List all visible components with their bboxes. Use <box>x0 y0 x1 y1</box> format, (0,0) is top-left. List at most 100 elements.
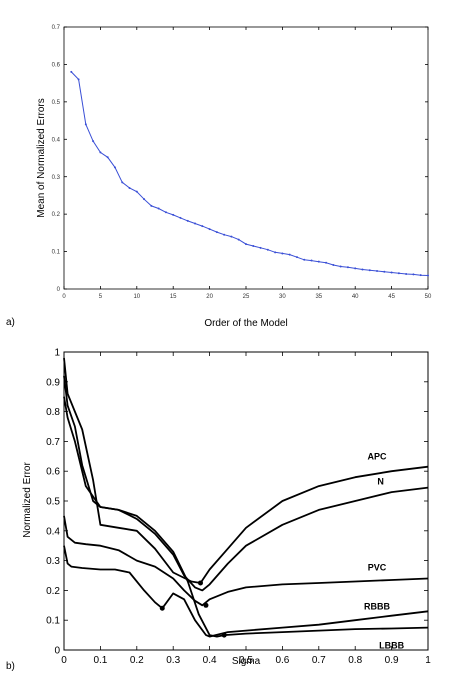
data-point <box>368 269 371 272</box>
chart-b: 0 0.1 0.2 0.3 0.4 0.5 0.6 0.7 0.8 0.9 1 0 0.1 0.2 0.3 0… <box>6 348 431 673</box>
chart-a-series <box>70 70 429 277</box>
data-point <box>427 274 429 277</box>
chart-b-panel-label: b) <box>6 661 15 672</box>
data-point <box>310 259 313 262</box>
x-tick-label: 0.5 <box>239 655 253 666</box>
chart-b-xlabel: Sigma <box>232 656 261 667</box>
x-tick-label: 45 <box>388 294 395 300</box>
y-tick-label: 0.3 <box>52 175 61 181</box>
y-tick-label: 0.7 <box>46 437 60 448</box>
x-tick-label: 0.3 <box>166 655 180 666</box>
data-point <box>295 256 298 259</box>
data-point <box>179 216 182 219</box>
min-marker-rbbb <box>159 605 165 611</box>
min-marker-apc <box>198 580 203 586</box>
data-point <box>172 213 175 216</box>
series-label-lbbb: LBBB <box>379 641 404 651</box>
y-tick-label: 0.2 <box>46 586 60 597</box>
data-point <box>150 204 153 207</box>
chart-a-panel-label: a) <box>6 317 15 328</box>
data-point <box>194 222 197 225</box>
data-point <box>223 233 226 236</box>
x-tick-label: 15 <box>170 294 177 300</box>
x-tick-label: 0 <box>61 655 67 666</box>
data-point <box>325 261 328 264</box>
data-point <box>106 156 109 159</box>
y-tick-label: 0.2 <box>52 212 61 218</box>
chart-a-ylabel: Mean of Normalized Errors <box>36 98 47 217</box>
min-marker-lbbb <box>221 632 227 638</box>
data-point <box>259 246 262 249</box>
y-tick-label: 0 <box>54 646 60 657</box>
data-point <box>121 181 124 184</box>
y-tick-label: 0.1 <box>52 250 61 256</box>
x-tick-label: 0.4 <box>203 655 217 666</box>
x-tick-label: 0.8 <box>348 655 362 666</box>
y-tick-label: 0.3 <box>46 556 60 567</box>
min-marker-pvc <box>203 602 209 608</box>
data-point <box>390 271 393 274</box>
data-point <box>230 235 233 238</box>
data-point <box>143 198 146 201</box>
data-point <box>99 151 102 154</box>
data-point <box>412 273 415 276</box>
data-point <box>113 166 116 169</box>
data-point <box>70 70 73 73</box>
y-tick-label: 0.5 <box>52 100 61 106</box>
x-tick-label: 0.7 <box>312 655 326 666</box>
y-tick-label: 0 <box>57 287 61 293</box>
data-point <box>274 251 277 254</box>
x-tick-label: 5 <box>99 294 103 300</box>
y-tick-label: 0.4 <box>46 526 60 537</box>
y-tick-label: 0.1 <box>46 616 60 627</box>
x-tick-label: 0 <box>62 294 66 300</box>
data-point <box>317 260 320 263</box>
x-tick-label: 25 <box>243 294 250 300</box>
series-label-n: N <box>377 477 384 487</box>
data-point <box>164 211 167 214</box>
data-point <box>339 265 342 268</box>
y-tick-label: 0.5 <box>46 497 60 508</box>
data-point <box>405 273 408 276</box>
data-point <box>201 225 204 228</box>
y-tick-label: 0.7 <box>52 25 61 31</box>
chart-b-plot-area <box>63 351 429 651</box>
data-point <box>237 238 240 241</box>
data-point <box>92 140 95 143</box>
data-point <box>281 252 284 255</box>
data-point <box>186 219 189 222</box>
series-label-apc: APC <box>368 452 388 462</box>
y-tick-label: 0.8 <box>46 407 60 418</box>
data-point <box>376 270 379 273</box>
data-point <box>77 78 80 81</box>
y-tick-label: 1 <box>54 348 60 359</box>
data-point <box>288 253 291 256</box>
data-point <box>332 264 335 267</box>
data-point <box>346 266 349 269</box>
chart-b-series <box>63 357 429 638</box>
x-tick-label: 35 <box>315 294 322 300</box>
series-label-rbbb: RBBB <box>364 602 390 612</box>
data-point <box>157 207 160 210</box>
y-tick-label: 0.9 <box>46 377 60 388</box>
x-tick-label: 1 <box>425 655 431 666</box>
data-point <box>252 244 255 247</box>
data-point <box>397 272 400 275</box>
data-point <box>128 186 131 189</box>
x-tick-label: 0.6 <box>275 655 289 666</box>
series-line <box>70 71 429 276</box>
x-tick-label: 30 <box>279 294 286 300</box>
data-point <box>245 243 247 246</box>
series-line-lbbb <box>63 396 429 638</box>
x-tick-label: 10 <box>133 294 140 300</box>
data-point <box>135 190 138 193</box>
chart-a: 0 5 10 15 20 25 30 35 40 45 50 0 0.1 0.2 0.3 0.4 0.5 0.6 0… <box>6 25 432 329</box>
x-tick-label: 50 <box>425 294 432 300</box>
series-line-rbbb <box>63 545 429 638</box>
data-point <box>383 270 386 273</box>
chart-b-ylabel: Normalized Error <box>22 462 33 538</box>
series-label-pvc: PVC <box>368 563 387 573</box>
chart-a-plot-area <box>63 26 429 290</box>
y-tick-label: 0.4 <box>52 137 61 143</box>
data-point <box>303 258 306 261</box>
